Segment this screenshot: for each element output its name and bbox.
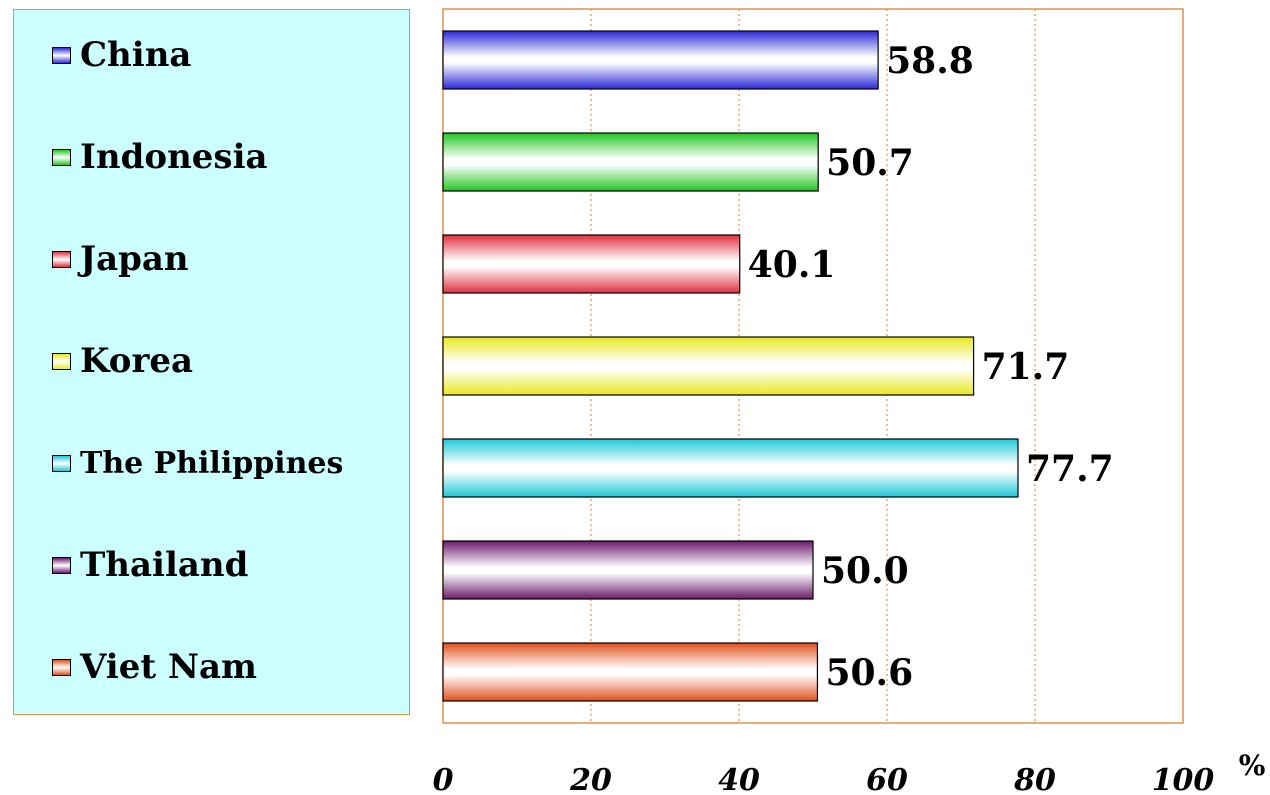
- legend-item-korea: Korea: [52, 341, 193, 381]
- bar-thailand: [442, 540, 814, 600]
- bar-viet-nam: [442, 642, 819, 702]
- bar-japan: [442, 234, 741, 294]
- legend-label-thailand: Thailand: [80, 545, 249, 585]
- legend-swatch-korea: [52, 352, 71, 370]
- bar-indonesia: [442, 132, 819, 192]
- bar-china: [442, 30, 879, 90]
- x-tick-label-60: 60: [866, 763, 908, 795]
- bar-korea: [442, 336, 975, 396]
- legend-item-the-philippines: The Philippines: [52, 443, 343, 483]
- value-label-korea: 71.7: [982, 346, 1070, 388]
- value-label-viet-nam: 50.6: [825, 652, 913, 694]
- x-tick-label-100: 100: [1152, 763, 1215, 795]
- legend-swatch-viet-nam: [52, 658, 71, 676]
- legend-label-korea: Korea: [80, 341, 194, 381]
- legend-item-indonesia: Indonesia: [52, 137, 268, 177]
- x-tick-label-80: 80: [1013, 763, 1056, 795]
- x-axis-unit-label: %: [1239, 749, 1266, 782]
- legend-label-china: China: [80, 35, 192, 75]
- legend-item-china: China: [52, 35, 191, 75]
- value-label-thailand: 50.0: [821, 550, 909, 592]
- value-label-indonesia: 50.7: [826, 142, 914, 184]
- legend-item-thailand: Thailand: [52, 545, 248, 585]
- value-label-china: 58.8: [886, 40, 974, 82]
- bar-the-philippines: [442, 438, 1019, 498]
- legend-swatch-thailand: [52, 556, 71, 574]
- legend-label-japan: Japan: [80, 239, 189, 279]
- value-label-the-philippines: 77.7: [1026, 448, 1114, 490]
- legend-swatch-china: [52, 46, 71, 64]
- legend: China Indonesia Japan Korea The Philippines T…: [13, 9, 410, 715]
- x-tick-label-0: 0: [433, 763, 454, 795]
- legend-label-the-philippines: The Philippines: [80, 445, 344, 481]
- legend-swatch-japan: [52, 250, 71, 268]
- legend-swatch-the-philippines: [52, 454, 71, 472]
- legend-label-indonesia: Indonesia: [80, 137, 268, 177]
- legend-label-viet-nam: Viet Nam: [80, 647, 257, 687]
- value-label-japan: 40.1: [748, 244, 836, 286]
- legend-swatch-indonesia: [52, 148, 71, 166]
- legend-item-viet-nam: Viet Nam: [52, 647, 257, 687]
- x-tick-label-20: 20: [569, 763, 612, 795]
- legend-item-japan: Japan: [52, 239, 189, 279]
- x-tick-label-40: 40: [718, 763, 760, 795]
